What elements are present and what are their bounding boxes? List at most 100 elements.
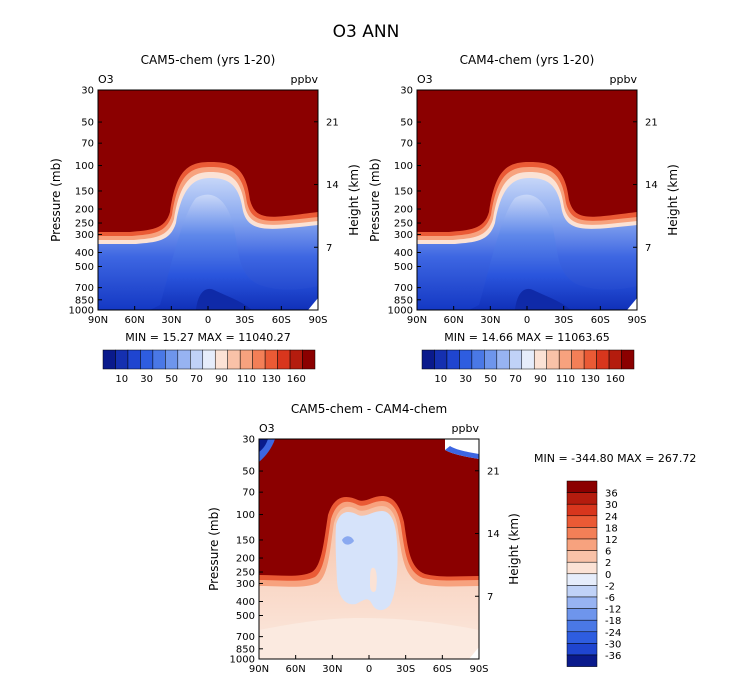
latitude-tick-label: 30N [161,315,181,326]
colorbar-label: 90 [215,374,228,385]
colorbar-swatch [127,349,141,370]
contour-band [370,567,377,593]
colorbar-swatch [566,573,598,586]
y-axis-label-right: Height (km) [347,164,361,235]
colorbar-swatch [621,349,635,370]
pressure-tick-label: 700 [75,283,94,294]
colorbar-label: -30 [605,639,621,650]
colorbar-cam5: 10 30 50 70 90 110 130 160 [102,349,316,385]
colorbar-swatch [177,349,191,370]
pressure-tick-label: 400 [394,248,413,259]
colorbar-swatch [227,349,241,370]
pressure-tick-label: 500 [236,611,255,622]
contour-band [259,618,479,659]
colorbar-swatch [521,349,535,370]
latitude-tick-label: 30S [554,315,573,326]
colorbar-swatch [446,349,460,370]
colorbar-label: -24 [605,628,621,639]
latitude-tick-label: 90N [88,315,108,326]
panel-difference: CAM5-chem - CAM4-chem O3 ppbv 3050701001… [207,402,696,675]
colorbar-label: 24 [605,512,618,523]
negative-region [259,439,268,452]
height-tick-label: 21 [487,466,500,477]
latitude-tick-label: 0 [524,315,530,326]
pressure-tick-label: 850 [236,644,255,655]
negative-region [445,446,479,459]
pressure-tick-label: 1000 [230,655,255,666]
latitude-tick-label: 60N [444,315,464,326]
pressure-tick-label: 200 [236,554,255,565]
contour-field [416,89,638,311]
colorbar-label: 36 [605,489,618,500]
colorbar-label: 160 [606,374,625,385]
colorbar-swatch [566,608,598,621]
pressure-tick-label: 30 [400,86,413,97]
y-axis-label: Pressure (mb) [368,158,382,242]
colorbar-label: 90 [534,374,547,385]
pressure-tick-label: 50 [400,118,413,129]
colorbar-swatch [583,349,597,370]
colorbar-label: -18 [605,616,621,627]
negative-region [342,536,354,545]
colorbar-label: 30 [605,500,618,511]
colorbar-swatch [302,349,316,370]
colorbar-label: 70 [509,374,522,385]
colorbar-swatch [566,527,598,540]
colorbar-label: 50 [484,374,497,385]
colorbar-swatch [566,480,598,493]
corner-label-variable: O3 [259,422,275,435]
latitude-tick-label: 0 [366,664,372,675]
pressure-tick-label: 250 [394,219,413,230]
min-max-stats: MIN = 14.66 MAX = 11063.65 [444,331,609,344]
colorbar-swatch [421,349,435,370]
height-tick-label: 21 [645,117,658,128]
missing-data [308,298,318,310]
y-axis-label: Pressure (mb) [49,158,63,242]
pressure-tick-label: 500 [394,262,413,273]
pressure-tick-label: 850 [75,295,94,306]
contour-band [196,288,252,310]
colorbar-swatch [571,349,585,370]
panel-cam4: CAM4-chem (yrs 1-20) O3 ppbv 30507010015… [368,53,680,344]
latitude-tick-label: 30N [322,664,342,675]
latitude-tick-label: 90N [407,315,427,326]
colorbar-label: 30 [459,374,472,385]
colorbar-label: 10 [115,374,128,385]
colorbar-swatch [102,349,116,370]
colorbar-swatch [152,349,166,370]
colorbar-label: 110 [556,374,575,385]
colorbar-swatch [546,349,560,370]
colorbar-swatch [596,349,610,370]
colorbar-swatch [140,349,154,370]
colorbar-swatch [165,349,179,370]
colorbar-swatch [566,515,598,528]
missing-data [627,298,637,310]
colorbar-label: 6 [605,547,611,558]
y-axis-label-right: Height (km) [507,513,521,584]
latitude-tick-label: 90N [249,664,269,675]
colorbar-label: 50 [165,374,178,385]
latitude-tick-label: 30S [235,315,254,326]
pressure-tick-label: 1000 [69,306,94,317]
colorbar-swatch [566,538,598,551]
colorbar-swatch [277,349,291,370]
colorbar-swatch [566,503,598,517]
colorbar-swatch [214,349,228,370]
pressure-tick-label: 700 [236,632,255,643]
latitude-tick-label: 90S [627,315,646,326]
colorbar-swatch [566,492,598,505]
contour-band [515,288,571,310]
y-axis-label-right: Height (km) [666,164,680,235]
page-title: O3 ANN [333,22,400,42]
colorbar-swatch [484,349,498,370]
pressure-tick-label: 200 [75,205,94,216]
colorbar-swatch [496,349,510,370]
height-tick-label: 14 [645,180,658,191]
colorbar-swatch [566,654,598,667]
pressure-tick-label: 70 [242,488,255,499]
height-tick-label: 14 [487,529,500,540]
pressure-tick-label: 1000 [388,306,413,317]
colorbar-swatch [190,349,204,370]
pressure-tick-label: 150 [394,186,413,197]
pressure-tick-label: 850 [394,295,413,306]
